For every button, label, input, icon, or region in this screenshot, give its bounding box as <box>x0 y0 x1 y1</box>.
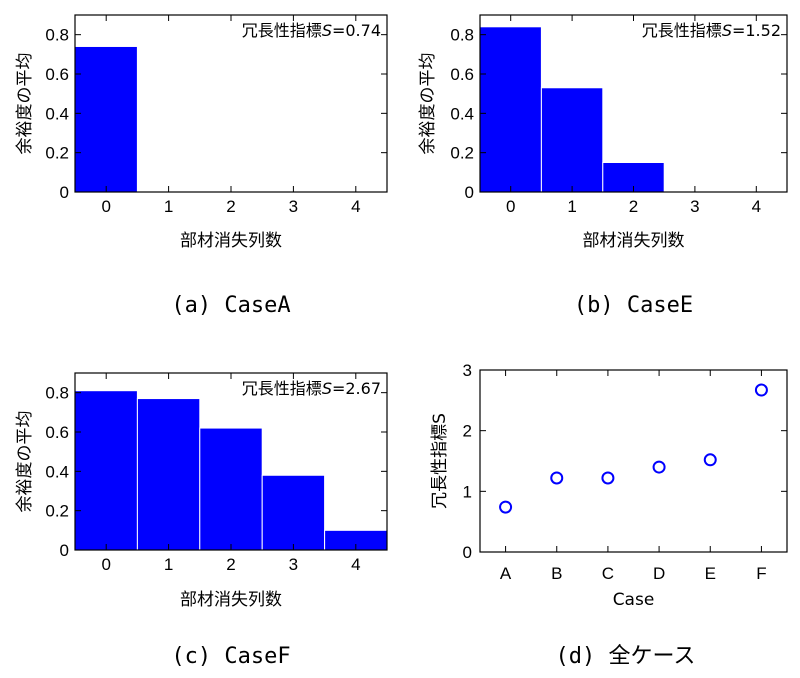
annotation-variable: S <box>322 21 332 40</box>
x-tick-label: 4 <box>752 197 761 216</box>
x-axis-label: 部材消失列数 <box>180 231 282 251</box>
annotation-value: =0.74 <box>332 21 381 40</box>
panel-b-casee: 0 0.2 0.4 0.6 0.8 0 1 2 3 4 冗長性指標S=1.52 部材消失列数 余裕度の平… <box>418 14 788 318</box>
annotation-label: 冗長性指標 <box>242 21 322 40</box>
y-tick-label: 1 <box>463 482 472 501</box>
x-tick-label: 3 <box>690 197 699 216</box>
x-tick-label: 2 <box>629 197 638 216</box>
y-tick-label: 0.4 <box>45 104 69 123</box>
x-axis-label: 部材消失列数 <box>583 231 685 251</box>
x-tick-label: 2 <box>226 555 235 574</box>
panel-caption: (b) CaseE <box>574 293 693 318</box>
x-tick-label: 0 <box>101 555 110 574</box>
bar-1 <box>540 87 604 193</box>
bar-0 <box>74 45 138 193</box>
x-tick-label: D <box>653 564 665 583</box>
annotation-value: =2.67 <box>332 379 381 398</box>
x-tick-label: 4 <box>351 197 360 216</box>
annotation-label: 冗長性指標 <box>642 21 722 40</box>
x-tick-label: 4 <box>351 555 360 574</box>
bar-2 <box>199 427 263 551</box>
data-point-A <box>499 500 513 514</box>
data-point-B <box>550 471 564 485</box>
x-axis-label: Case <box>613 590 655 610</box>
annotation-value: =1.52 <box>732 21 781 40</box>
panel-caption: (d) 全ケース <box>556 644 696 669</box>
plot-frame <box>479 369 788 553</box>
annotation-label: 冗長性指標 <box>242 379 322 398</box>
x-tick-label: 0 <box>101 197 110 216</box>
data-point-C <box>601 471 615 485</box>
panel-a-casea: 0 0.2 0.4 0.6 0.8 0 1 2 3 4 冗長性指標S=0.74 部材消失列数 余裕度の平… <box>15 14 388 318</box>
data-point-F <box>754 383 768 397</box>
x-tick-label: F <box>756 564 766 583</box>
y-tick-label: 0.6 <box>450 65 474 84</box>
y-tick-label: 0 <box>60 541 69 560</box>
x-tick-label: C <box>602 564 614 583</box>
y-tick-label: 0 <box>463 543 472 562</box>
y-tick-label: 0.8 <box>450 26 474 45</box>
x-tick-label: 1 <box>164 197 173 216</box>
x-tick-label: 3 <box>289 197 298 216</box>
panel-caption: (a) CaseA <box>171 293 290 318</box>
y-axis-label: 冗長性指標S <box>430 413 450 509</box>
annotation-variable: S <box>322 379 332 398</box>
bar-0 <box>479 26 542 193</box>
panel-c-casef: 0 0.2 0.4 0.6 0.8 0 1 2 3 4 冗長性指標S=2.67 部材消失列数 余裕度の平… <box>15 372 388 669</box>
y-tick-label: 0.2 <box>45 502 69 521</box>
x-tick-label: E <box>705 564 716 583</box>
x-tick-label: 1 <box>567 197 576 216</box>
y-axis-label: 余裕度の平均 <box>15 53 35 155</box>
x-tick-label: B <box>551 564 562 583</box>
y-tick-label: 0.8 <box>45 384 69 403</box>
y-tick-label: 0.4 <box>450 104 474 123</box>
y-axis-label: 余裕度の平均 <box>15 411 35 513</box>
x-tick-label: 1 <box>164 555 173 574</box>
annotation-variable: S <box>722 21 732 40</box>
y-axis-label: 余裕度の平均 <box>418 53 438 155</box>
redundancy-annotation: 冗長性指標S=1.52 <box>642 21 781 40</box>
y-tick-label: 2 <box>463 422 472 441</box>
x-tick-label: 2 <box>226 197 235 216</box>
y-tick-label: 0.6 <box>45 65 69 84</box>
bar-1 <box>136 398 201 551</box>
y-tick-label: 0.4 <box>45 462 69 481</box>
y-tick-label: 0.8 <box>45 26 69 45</box>
redundancy-annotation: 冗長性指標S=0.74 <box>242 21 381 40</box>
x-tick-label: A <box>500 564 512 583</box>
data-point-E <box>703 453 717 467</box>
y-tick-label: 0 <box>465 183 474 202</box>
x-tick-label: 3 <box>289 555 298 574</box>
panel-d-all-cases: 0 1 2 3 A B C D E F Case 冗長性指標S (d) 全ケース <box>430 361 788 669</box>
y-tick-label: 0.2 <box>450 144 474 163</box>
y-tick-label: 0 <box>60 183 69 202</box>
x-axis-label: 部材消失列数 <box>180 590 282 610</box>
data-point-D <box>652 460 666 474</box>
y-tick-label: 0.6 <box>45 423 69 442</box>
y-tick-label: 0.2 <box>45 144 69 163</box>
bar-0 <box>74 390 138 551</box>
redundancy-annotation: 冗長性指標S=2.67 <box>242 379 381 398</box>
bar-3 <box>261 474 326 551</box>
y-tick-label: 3 <box>463 361 472 380</box>
x-tick-label: 0 <box>506 197 515 216</box>
panel-caption: (c) CaseF <box>171 644 290 669</box>
